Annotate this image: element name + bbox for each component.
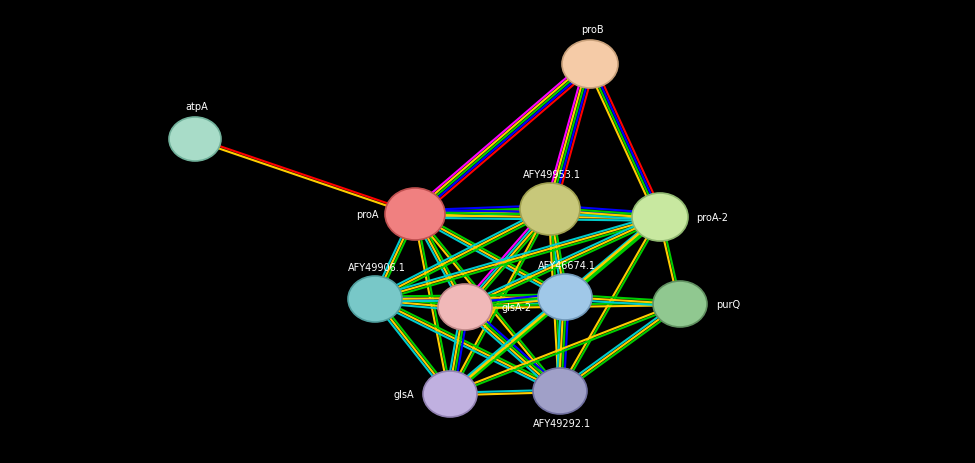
Text: proA-2: proA-2: [696, 213, 728, 223]
Text: purQ: purQ: [716, 300, 740, 309]
Text: glsA: glsA: [393, 389, 414, 399]
Text: AFY49906.1: AFY49906.1: [348, 263, 406, 272]
Ellipse shape: [438, 284, 492, 330]
Ellipse shape: [533, 368, 587, 414]
Text: proA: proA: [357, 210, 379, 219]
Ellipse shape: [562, 41, 618, 89]
Text: AFY49292.1: AFY49292.1: [533, 418, 591, 428]
Ellipse shape: [653, 282, 707, 327]
Text: AFY49953.1: AFY49953.1: [523, 169, 581, 180]
Text: proB: proB: [581, 25, 604, 35]
Ellipse shape: [169, 118, 221, 162]
Ellipse shape: [520, 184, 580, 236]
Text: glsA-2: glsA-2: [501, 302, 531, 313]
Ellipse shape: [348, 276, 402, 322]
Text: AFY46674.1: AFY46674.1: [538, 260, 596, 270]
Ellipse shape: [632, 194, 688, 242]
Ellipse shape: [423, 371, 477, 417]
Ellipse shape: [538, 275, 592, 320]
Ellipse shape: [385, 188, 445, 240]
Text: atpA: atpA: [185, 102, 209, 112]
